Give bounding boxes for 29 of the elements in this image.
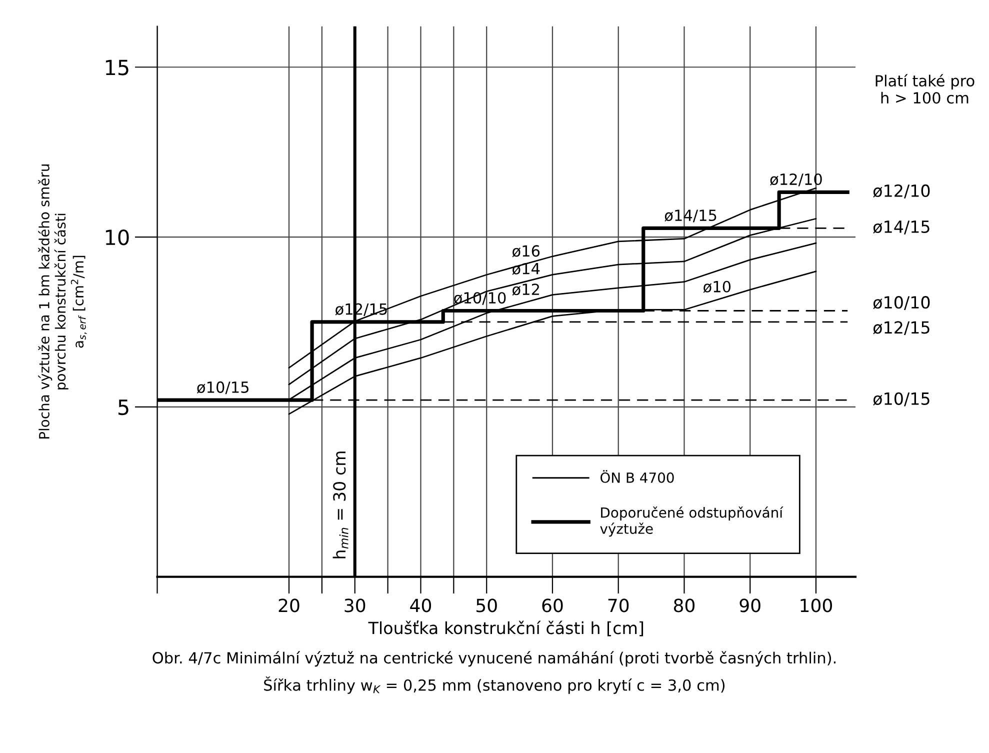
y-tick-label: 15: [106, 60, 128, 76]
legend-label: ÖN B 4700: [600, 470, 674, 483]
annotation: ø10/15: [873, 392, 930, 406]
x-axis-title: Tloušťka konstrukční části h [cm]: [368, 620, 644, 636]
annotation: ø14/15: [873, 220, 930, 234]
x-tick-label: 70: [608, 598, 629, 612]
y-tick-label: 5: [118, 400, 128, 416]
annotation: ø16: [512, 245, 540, 258]
annotation: ø10/15: [196, 381, 248, 394]
x-tick-label: 90: [740, 598, 760, 612]
x-tick-label: 80: [674, 598, 695, 612]
annotation: ø12/10: [873, 184, 930, 198]
x-tick-label: 40: [410, 598, 432, 612]
legend-label: Doporučené odstupňování výztuže: [600, 506, 784, 537]
text: Platí také pro h > 100 cm: [876, 74, 974, 104]
x-tick-label: 20: [278, 598, 300, 612]
text: Obr. 4/7c Minimální výztuž na centrické vynucené namáhání (proti tvorbě časných trhlin).: [152, 651, 836, 667]
annotation: ø12: [512, 284, 539, 296]
annotation: ø10: [703, 280, 731, 293]
x-tick-label: 50: [476, 598, 497, 612]
annotation: ø12/15: [873, 321, 930, 336]
x-tick-label: 30: [344, 598, 366, 612]
y-axis-title: Plocha výztuže na 1 bm každého směru povrchu konstrukční části a$_{s,erf}$ [cm$^{2}$/m]: [38, 164, 87, 438]
ref-line-label: h$_{min}$ = 30 cm: [332, 452, 348, 558]
text: Šířka trhliny w$_{K}$ = 0,25 mm (stanoveno pro krytí c = 3,0 cm): [264, 676, 725, 694]
annotation: ø10/10: [873, 296, 930, 310]
y-tick-label: 10: [106, 229, 129, 246]
x-tick-label: 100: [800, 598, 832, 612]
x-tick-label: 60: [542, 598, 563, 612]
